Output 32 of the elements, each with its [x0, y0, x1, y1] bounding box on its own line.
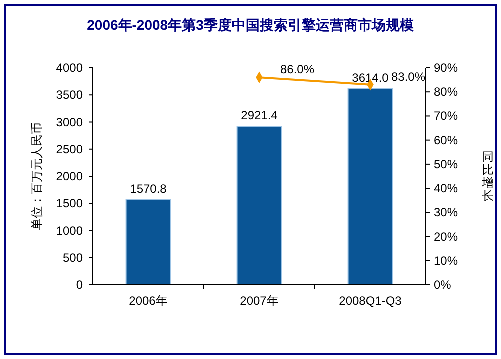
y2-tick-label: 10%	[434, 254, 458, 268]
y2-tick-label: 0%	[434, 278, 452, 292]
y2-tick-label: 90%	[434, 61, 458, 75]
data-label: 2921.4	[241, 108, 278, 123]
data-label: 86.0%	[280, 62, 315, 77]
y-tick-label: 3500	[56, 88, 84, 102]
y-tick-label: 4000	[56, 61, 84, 75]
x-tick-label: 2007年	[240, 294, 279, 308]
y-tick-label: 2000	[56, 170, 84, 184]
data-label: 83.0%	[392, 70, 426, 84]
y2-axis-title: 同比增长	[481, 150, 494, 203]
chart-title: 2006年-2008年第3季度中国搜索引擎运营商市场规模	[87, 17, 415, 33]
bar	[126, 199, 172, 286]
y-tick-label: 1000	[56, 224, 84, 238]
bar	[348, 88, 394, 286]
y2-tick-label: 70%	[434, 109, 458, 124]
y2-tick-label: 20%	[434, 230, 458, 244]
y-tick-label: 1500	[56, 196, 84, 211]
y2-tick-label: 40%	[434, 182, 458, 196]
y2-tick-label: 80%	[434, 85, 458, 100]
y2-tick-label: 30%	[434, 206, 458, 220]
y-tick-label: 500	[62, 250, 84, 265]
y-tick-label: 3000	[56, 115, 84, 130]
bar	[236, 126, 282, 286]
x-tick-label: 2006年	[129, 294, 168, 308]
y-tick-label: 0	[76, 278, 84, 292]
y-tick-label: 2500	[56, 142, 84, 156]
y2-tick-label: 50%	[434, 157, 458, 172]
x-tick-label: 2008Q1-Q3	[339, 294, 402, 308]
data-label: 1570.8	[130, 182, 168, 196]
y2-tick-label: 60%	[434, 133, 458, 148]
y-axis-title: 单位：百万元人民币	[30, 122, 44, 230]
